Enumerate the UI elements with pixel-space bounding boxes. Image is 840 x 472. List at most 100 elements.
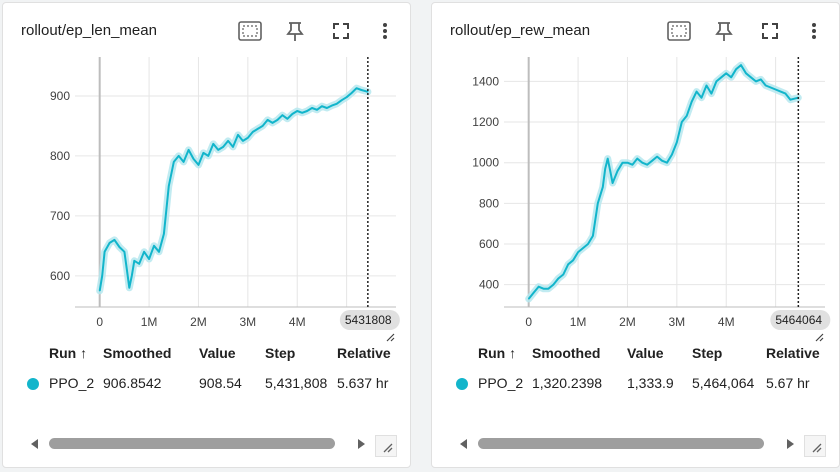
- data-point: [128, 287, 130, 289]
- fullscreen-icon: [333, 23, 349, 39]
- more-options-button[interactable]: [371, 17, 399, 45]
- data-point: [222, 146, 224, 148]
- data-point: [153, 245, 155, 247]
- fit-domain-button[interactable]: [665, 17, 693, 45]
- series-line-ppo-2[interactable]: [98, 87, 369, 291]
- scroll-left-icon[interactable]: [31, 439, 38, 449]
- series-color-dot: [27, 378, 39, 390]
- resize-icon: [383, 443, 393, 453]
- data-point: [173, 161, 175, 163]
- col-smoothed-header[interactable]: Smoothed: [532, 345, 601, 361]
- more-options-button[interactable]: [800, 17, 828, 45]
- y-tick-label: 1000: [472, 156, 499, 170]
- fit-domain-button[interactable]: [236, 17, 264, 45]
- data-point: [281, 114, 284, 116]
- line-chart[interactable]: 0 1M 2M 3M 4M 600 700 800 900 5431808: [3, 53, 411, 343]
- data-point: [212, 143, 214, 145]
- y-tick-label: 900: [50, 89, 70, 103]
- y-tick-label: 700: [50, 209, 70, 223]
- data-point: [567, 263, 569, 265]
- col-run-header[interactable]: Run ↑: [478, 345, 517, 361]
- data-point: [360, 89, 363, 91]
- data-point: [661, 160, 663, 162]
- data-point: [691, 101, 693, 103]
- horizontal-scrollbar[interactable]: [432, 431, 839, 461]
- y-tick-label: 800: [50, 149, 70, 163]
- data-point: [592, 235, 594, 237]
- data-point: [133, 260, 135, 262]
- data-point: [242, 140, 244, 142]
- data-point: [197, 164, 200, 166]
- scroll-right-icon[interactable]: [358, 439, 365, 449]
- x-tick-label: 4M: [718, 315, 735, 329]
- data-point: [537, 286, 540, 288]
- data-point: [730, 76, 732, 78]
- data-point: [355, 87, 358, 89]
- series-color-dot: [456, 378, 468, 390]
- fullscreen-button[interactable]: [327, 17, 355, 45]
- col-value-header[interactable]: Value: [627, 345, 664, 361]
- data-point: [710, 92, 713, 95]
- scroll-left-icon[interactable]: [460, 439, 467, 449]
- x-tick-label: 4M: [289, 315, 306, 329]
- data-point: [126, 269, 128, 271]
- resize-handle[interactable]: [375, 435, 397, 457]
- fullscreen-button[interactable]: [756, 17, 784, 45]
- y-tick-label: 1200: [472, 115, 499, 129]
- data-point: [745, 72, 747, 74]
- col-relative-header[interactable]: Relative: [766, 345, 820, 361]
- x-tick-label: 3M: [240, 315, 257, 329]
- data-point: [700, 97, 703, 99]
- resize-icon[interactable]: [386, 333, 395, 342]
- pin-button[interactable]: [710, 17, 738, 45]
- x-tick-label: 0: [525, 315, 532, 329]
- data-point: [183, 161, 185, 163]
- data-point: [676, 141, 678, 143]
- run-name: PPO_2: [49, 375, 95, 391]
- col-relative-header[interactable]: Relative: [337, 345, 391, 361]
- data-point: [202, 152, 204, 154]
- data-point: [641, 162, 643, 164]
- horizontal-scrollbar[interactable]: [3, 431, 410, 461]
- pin-button[interactable]: [281, 17, 309, 45]
- data-point: [775, 88, 777, 91]
- step-cursor-badge[interactable]: [339, 310, 400, 330]
- data-point: [552, 284, 554, 286]
- resize-handle[interactable]: [804, 435, 826, 457]
- data-point: [681, 121, 683, 123]
- resize-icon[interactable]: [815, 333, 824, 342]
- fit-domain-icon: [667, 21, 691, 41]
- data-point: [341, 99, 343, 101]
- data-point: [631, 164, 633, 166]
- x-tick-label: 2M: [190, 315, 207, 329]
- col-smoothed-header[interactable]: Smoothed: [103, 345, 172, 361]
- scroll-right-icon[interactable]: [787, 439, 794, 449]
- data-point: [705, 84, 708, 87]
- step-cursor-badge[interactable]: [770, 310, 831, 330]
- data-point: [227, 140, 229, 142]
- data-point: [336, 103, 338, 105]
- data-point: [562, 273, 564, 276]
- data-point: [217, 149, 219, 151]
- col-step-header[interactable]: Step: [265, 345, 296, 361]
- scrollbar-thumb[interactable]: [49, 438, 335, 449]
- line-chart[interactable]: 0 1M 2M 3M 4M 400 600 800 1000 1200 1400 5464064: [432, 53, 840, 343]
- chart-card-ep-len-mean: rollout/ep_len_mean 0 1M 2M 3M 4M 600 700 800 90…: [2, 2, 411, 468]
- scrollbar-thumb[interactable]: [478, 438, 764, 449]
- smoothed-value: 1,320.2398: [532, 375, 603, 391]
- data-point: [666, 162, 668, 164]
- run-name: PPO_2: [478, 375, 524, 391]
- relative-value: 5.637 hr: [337, 375, 389, 391]
- series-line-ppo-2[interactable]: [527, 64, 799, 300]
- data-point: [626, 162, 629, 164]
- data-point: [113, 239, 116, 241]
- data-point: [582, 247, 584, 249]
- x-tick-label: 2M: [619, 315, 636, 329]
- data-point: [750, 76, 752, 78]
- data-point: [602, 186, 604, 188]
- col-run-header[interactable]: Run ↑: [49, 345, 88, 361]
- col-value-header[interactable]: Value: [199, 345, 236, 361]
- col-step-header[interactable]: Step: [692, 345, 723, 361]
- data-point: [587, 243, 589, 245]
- data-point: [533, 292, 535, 294]
